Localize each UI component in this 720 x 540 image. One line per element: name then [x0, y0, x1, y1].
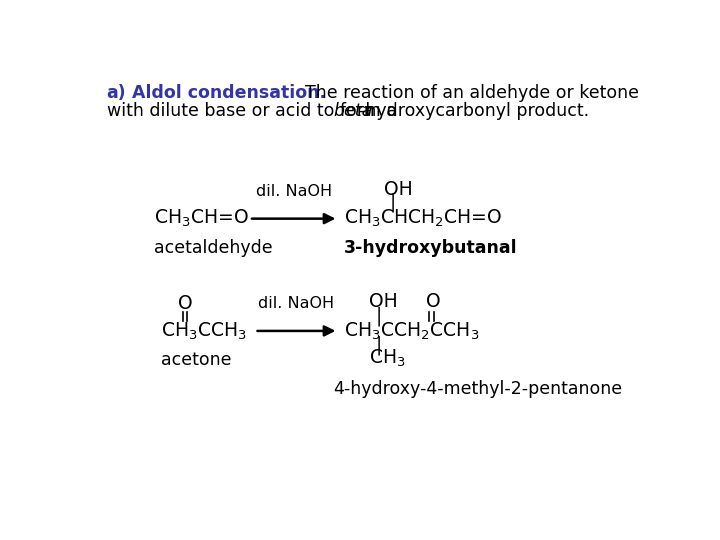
Text: CH$_3$CCH$_2$CCH$_3$: CH$_3$CCH$_2$CCH$_3$ [344, 320, 480, 342]
Text: 3-hydroxybutanal: 3-hydroxybutanal [344, 239, 518, 256]
Text: CH$_3$: CH$_3$ [369, 347, 405, 369]
Text: a): a) [107, 84, 127, 102]
Text: |: | [375, 307, 382, 326]
Text: dil. NaOH: dil. NaOH [256, 184, 332, 199]
Text: The reaction of an aldehyde or ketone: The reaction of an aldehyde or ketone [305, 84, 639, 102]
Text: -hydroxycarbonyl product.: -hydroxycarbonyl product. [359, 102, 589, 120]
Text: CH$_3$CCH$_3$: CH$_3$CCH$_3$ [161, 320, 248, 342]
Text: |: | [375, 336, 382, 355]
Text: 4-hydroxy-4-methyl-2-pentanone: 4-hydroxy-4-methyl-2-pentanone [333, 380, 622, 398]
Text: CH$_3$CH=O: CH$_3$CH=O [154, 208, 249, 230]
Text: O: O [178, 294, 193, 313]
Text: OH: OH [369, 292, 397, 311]
Text: CH$_3$CHCH$_2$CH=O: CH$_3$CHCH$_2$CH=O [344, 208, 502, 230]
Text: acetone: acetone [161, 351, 232, 369]
Text: OH: OH [384, 180, 413, 199]
Text: Aldol condensation.: Aldol condensation. [132, 84, 326, 102]
Text: |: | [390, 192, 396, 212]
Text: beta: beta [334, 102, 373, 120]
Text: O: O [426, 292, 441, 311]
Text: dil. NaOH: dil. NaOH [258, 296, 335, 311]
Text: acetaldehyde: acetaldehyde [154, 239, 273, 256]
Text: with dilute base or acid to form a: with dilute base or acid to form a [107, 102, 402, 120]
